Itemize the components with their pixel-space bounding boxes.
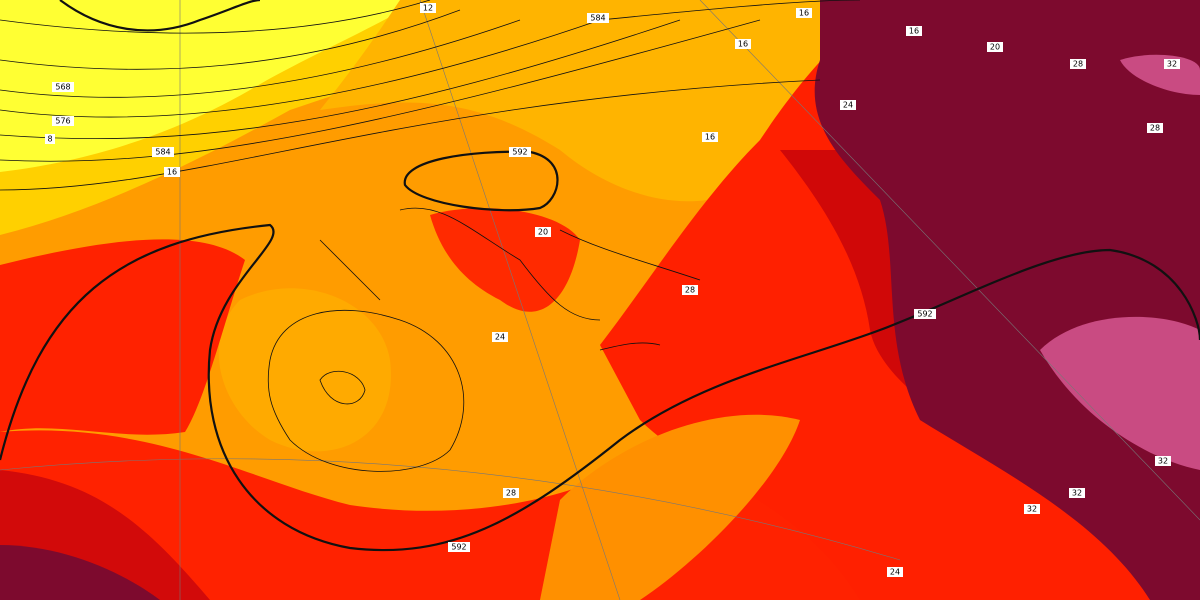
low-contour	[267, 310, 465, 472]
label-box	[152, 147, 174, 157]
label-box	[52, 82, 74, 92]
label-box	[52, 116, 74, 126]
contour-592	[0, 223, 1200, 552]
contour-label: 16	[167, 168, 177, 177]
label-box	[796, 8, 812, 18]
label-box	[509, 147, 531, 157]
label-box	[1069, 488, 1085, 498]
contour-label: 20	[990, 43, 1000, 52]
field-pink	[1040, 316, 1200, 470]
field-maroon	[814, 0, 1200, 600]
label-box	[1155, 456, 1171, 466]
contour-label: 8	[47, 135, 52, 144]
label-box	[420, 3, 436, 13]
contour-592-loop	[403, 150, 559, 212]
contour-label: 592	[917, 310, 932, 319]
label-box	[840, 100, 856, 110]
height-contour-north	[59, 0, 261, 32]
label-box	[887, 567, 903, 577]
label-box	[587, 13, 609, 23]
contour-label: 32	[1027, 505, 1037, 514]
label-box	[448, 542, 470, 552]
contour-label: 32	[1158, 457, 1168, 466]
contour-label: 16	[738, 40, 748, 49]
label-box	[164, 167, 180, 177]
label-box	[492, 332, 508, 342]
label-box	[682, 285, 698, 295]
label-box	[735, 39, 751, 49]
contour-label: 24	[843, 101, 853, 110]
contour-label: 12	[423, 4, 433, 13]
contour-label: 584	[590, 14, 605, 23]
contour-label: 28	[685, 286, 695, 295]
height-contours	[0, 0, 861, 191]
contour-label: 24	[495, 333, 505, 342]
contour-labels: 568 576 584 584 592 592 592 16 16 16 16 16 20 24 28 32 2…	[45, 3, 1180, 577]
contour-label: 16	[909, 27, 919, 36]
label-box	[987, 42, 1003, 52]
label-box	[1024, 504, 1040, 514]
contour-label: 592	[451, 543, 466, 552]
label-box	[1164, 59, 1180, 69]
contour-label: 24	[890, 568, 900, 577]
label-box	[1147, 123, 1163, 133]
contour-label: 568	[55, 83, 70, 92]
contour-label: 16	[705, 133, 715, 142]
contour-label: 32	[1072, 489, 1082, 498]
contour-label: 20	[538, 228, 548, 237]
field-amber-north	[320, 0, 960, 202]
label-box	[503, 488, 519, 498]
label-box	[1070, 59, 1086, 69]
field-maroon-sw	[0, 545, 160, 600]
contour-label: 28	[1073, 60, 1083, 69]
field-red-west	[0, 239, 245, 435]
label-box	[914, 309, 936, 319]
contour-label: 28	[1150, 124, 1160, 133]
label-box	[535, 227, 551, 237]
field-orange-africa	[540, 414, 800, 600]
field-yellow	[0, 0, 420, 172]
label-box	[45, 134, 55, 144]
coastlines	[319, 207, 701, 351]
contour-label: 16	[799, 9, 809, 18]
field-amber-central	[218, 288, 391, 452]
contour-label: 592	[512, 148, 527, 157]
contour-label: 576	[55, 117, 70, 126]
contour-label: 28	[506, 489, 516, 498]
contour-label: 32	[1167, 60, 1177, 69]
label-box	[702, 132, 718, 142]
contour-label: 584	[155, 148, 170, 157]
label-box	[906, 26, 922, 36]
